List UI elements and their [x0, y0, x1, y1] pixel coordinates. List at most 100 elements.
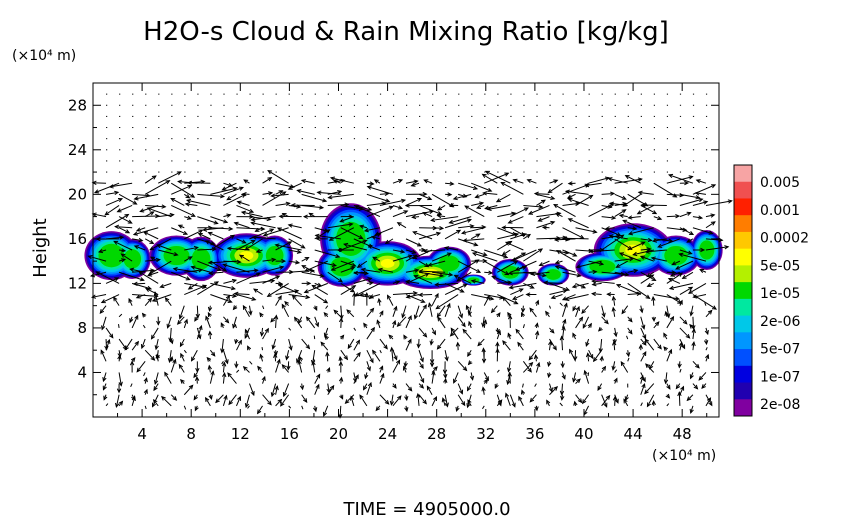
- wind-vector-head: [461, 322, 466, 328]
- cloud-cell: [265, 245, 284, 266]
- wind-vector-head: [639, 255, 645, 260]
- wind-vector: [243, 366, 250, 373]
- colorbar-label: 5e-07: [760, 342, 800, 358]
- wind-vector-head: [567, 218, 573, 223]
- x-tick-label: 4: [137, 425, 147, 443]
- wind-vector-head: [559, 390, 565, 396]
- wind-vector-head: [274, 243, 280, 248]
- wind-vector-head: [450, 327, 455, 333]
- wind-vector: [431, 371, 435, 384]
- wind-vector: [134, 193, 159, 200]
- wind-vector: [132, 193, 150, 197]
- wind-vector: [379, 199, 406, 206]
- wind-vector: [344, 243, 367, 251]
- wind-vector-head: [638, 343, 643, 349]
- wind-vector-head: [403, 334, 408, 340]
- wind-vector: [340, 216, 355, 223]
- wind-vector-head: [636, 210, 642, 215]
- wind-vector-head: [388, 205, 394, 210]
- wind-vector: [679, 286, 693, 295]
- wind-vector-head: [108, 184, 114, 189]
- wind-vector: [592, 280, 615, 284]
- wind-vector-head: [642, 350, 647, 357]
- wind-vector-head: [645, 363, 650, 369]
- wind-vector-head: [271, 344, 276, 350]
- wind-vector-head: [453, 274, 459, 279]
- wind-vector-head: [277, 295, 282, 301]
- wind-vector: [236, 205, 254, 213]
- wind-vector-head: [237, 339, 242, 345]
- wind-vector: [340, 318, 342, 328]
- wind-vector-head: [220, 348, 225, 354]
- wind-vector-head: [573, 400, 578, 406]
- wind-vector-head: [534, 322, 539, 328]
- wind-vector-head: [118, 400, 124, 406]
- wind-vector: [314, 384, 320, 395]
- wind-vector-head: [369, 358, 374, 364]
- wind-vector: [614, 193, 627, 200]
- wind-vector: [444, 219, 472, 229]
- wind-vector-head: [183, 318, 189, 324]
- wind-vector-head: [571, 284, 577, 289]
- wind-vector-head: [259, 353, 264, 359]
- wind-vector-head: [614, 398, 619, 404]
- wind-vector-head: [93, 189, 100, 194]
- wind-vector: [670, 271, 681, 277]
- wind-vector: [327, 223, 353, 229]
- wind-vector-head: [561, 374, 566, 380]
- wind-vector-head: [482, 258, 488, 264]
- wind-vector-head: [628, 317, 633, 323]
- wind-vector: [601, 366, 606, 373]
- wind-vector-head: [448, 203, 454, 208]
- wind-vector-head: [597, 326, 603, 332]
- wind-vector: [405, 269, 419, 273]
- wind-vector-head: [338, 360, 344, 366]
- y-tick-label: 12: [68, 274, 87, 292]
- wind-vector-head: [564, 296, 570, 302]
- wind-vector: [183, 385, 194, 396]
- wind-vector-head: [632, 251, 638, 257]
- wind-vector: [405, 238, 422, 247]
- wind-vector: [444, 282, 464, 293]
- wind-vector-head: [413, 179, 419, 184]
- wind-vector: [666, 294, 682, 304]
- wind-vector: [236, 240, 255, 251]
- wind-vector: [262, 305, 265, 310]
- wind-vector-head: [447, 192, 453, 197]
- wind-vector: [173, 268, 198, 273]
- wind-vector: [304, 260, 328, 272]
- wind-vector-head: [434, 292, 439, 298]
- wind-vector: [445, 182, 454, 185]
- wind-vector-head: [155, 354, 160, 360]
- wind-vector: [397, 222, 407, 229]
- wind-vector-head: [501, 251, 507, 256]
- wind-vector: [223, 214, 231, 218]
- wind-vector: [222, 373, 226, 384]
- wind-vector-head: [368, 280, 375, 286]
- wind-vector-head: [178, 363, 184, 369]
- wind-vector: [105, 339, 108, 350]
- wind-vector: [597, 383, 603, 391]
- wind-vector: [105, 403, 109, 407]
- wind-vector: [203, 227, 224, 231]
- wind-vector: [144, 349, 155, 361]
- wind-vector: [405, 383, 413, 392]
- wind-vector-head: [497, 401, 502, 407]
- wind-vector: [538, 216, 550, 222]
- wind-vector-head: [689, 323, 694, 329]
- wind-vector-head: [705, 353, 710, 359]
- wind-vector-head: [224, 359, 229, 365]
- wind-vector-head: [172, 396, 178, 401]
- wind-vector-head: [624, 175, 630, 180]
- wind-vector: [177, 316, 185, 325]
- wind-vector-head: [618, 213, 624, 219]
- wind-vector: [456, 271, 472, 282]
- wind-vector: [548, 341, 552, 351]
- wind-vector-head: [154, 345, 159, 351]
- wind-vector-head: [541, 273, 547, 278]
- wind-vector-head: [262, 232, 268, 237]
- wind-vector: [353, 327, 357, 331]
- wind-vector: [497, 212, 516, 218]
- wind-vector: [424, 179, 433, 184]
